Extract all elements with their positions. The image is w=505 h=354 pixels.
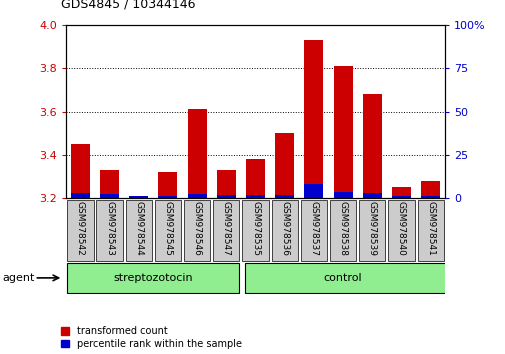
Bar [158, 172, 177, 198]
Bar [184, 200, 210, 261]
Text: GSM978542: GSM978542 [76, 201, 85, 256]
Bar [417, 200, 443, 261]
Text: GSM978537: GSM978537 [309, 201, 318, 256]
Bar [391, 187, 410, 198]
Bar [217, 170, 235, 198]
Bar [155, 200, 181, 261]
Bar [420, 181, 439, 198]
Bar [304, 184, 323, 198]
Text: GSM978535: GSM978535 [250, 201, 260, 256]
Text: GSM978539: GSM978539 [367, 201, 376, 256]
Text: GSM978545: GSM978545 [163, 201, 172, 256]
Bar [362, 193, 381, 198]
Text: GSM978544: GSM978544 [134, 201, 143, 256]
Bar [125, 200, 152, 261]
Bar [362, 94, 381, 198]
Bar [329, 200, 356, 261]
Bar [391, 196, 410, 198]
Bar [333, 66, 352, 198]
Bar [242, 200, 268, 261]
Text: GSM978546: GSM978546 [192, 201, 201, 256]
Bar [275, 133, 293, 198]
Bar [275, 195, 293, 198]
Bar [300, 200, 326, 261]
Bar [100, 194, 119, 198]
Text: GSM978547: GSM978547 [221, 201, 230, 256]
Bar [129, 196, 148, 198]
Text: GSM978536: GSM978536 [280, 201, 289, 256]
Bar [359, 200, 385, 261]
Bar [71, 193, 90, 198]
Bar [245, 263, 446, 293]
Bar [271, 200, 297, 261]
Text: GSM978540: GSM978540 [396, 201, 405, 256]
Bar [100, 170, 119, 198]
Bar [158, 196, 177, 198]
Bar [245, 195, 265, 198]
Bar [245, 159, 265, 198]
Text: GSM978541: GSM978541 [425, 201, 434, 256]
Legend: transformed count, percentile rank within the sample: transformed count, percentile rank withi… [61, 326, 241, 349]
Bar [67, 200, 93, 261]
Text: agent: agent [3, 273, 35, 283]
Text: streptozotocin: streptozotocin [113, 273, 193, 283]
Bar [304, 40, 323, 198]
Bar [217, 195, 235, 198]
Bar [129, 196, 148, 198]
Bar [67, 263, 239, 293]
Bar [333, 192, 352, 198]
Text: GSM978543: GSM978543 [105, 201, 114, 256]
Bar [187, 109, 206, 198]
Text: control: control [323, 273, 362, 283]
Bar [213, 200, 239, 261]
Text: GSM978538: GSM978538 [338, 201, 347, 256]
Bar [187, 194, 206, 198]
Bar [388, 200, 414, 261]
Text: GDS4845 / 10344146: GDS4845 / 10344146 [61, 0, 195, 11]
Bar [71, 144, 90, 198]
Bar [420, 196, 439, 198]
Bar [96, 200, 123, 261]
